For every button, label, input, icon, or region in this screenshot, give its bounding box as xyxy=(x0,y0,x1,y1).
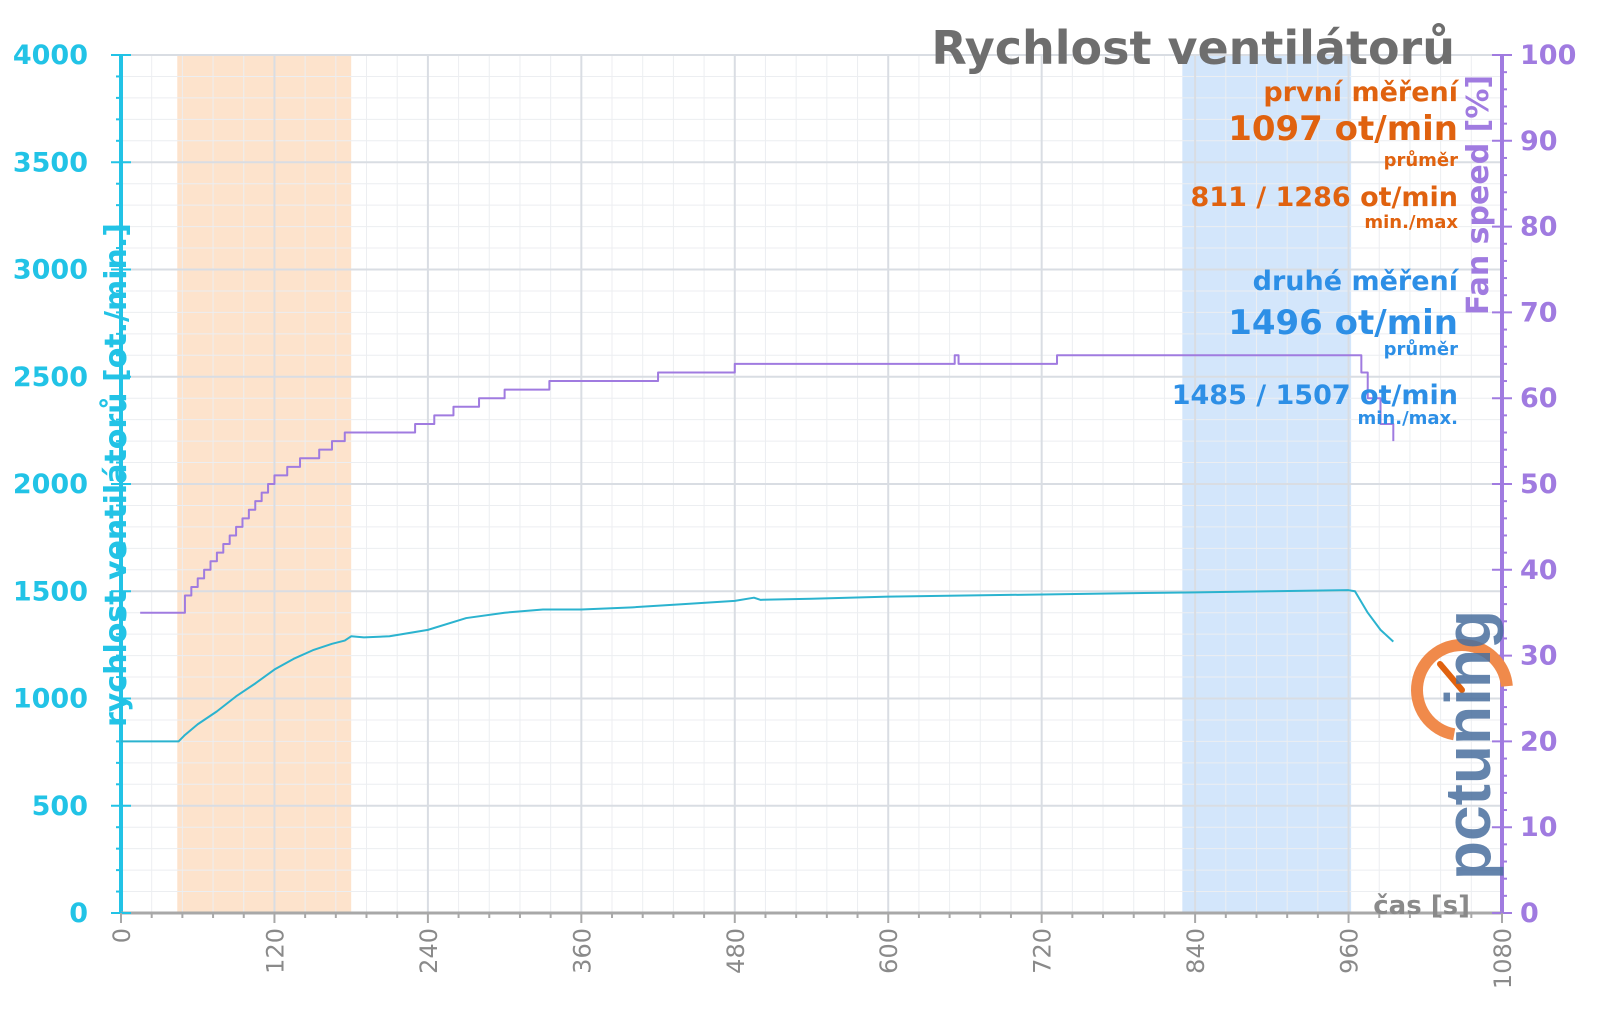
y2-tick-label: 80 xyxy=(1520,212,1558,243)
y2-tick-label: 60 xyxy=(1520,383,1558,414)
y2-tick-label: 40 xyxy=(1520,555,1558,586)
x-tick-label: 960 xyxy=(1336,928,1364,974)
y-tick-label: 3500 xyxy=(13,147,88,178)
x-tick-label: 120 xyxy=(261,928,289,974)
y2-tick-label: 0 xyxy=(1520,898,1539,929)
y-tick-label: 1500 xyxy=(13,576,88,607)
y-tick-label: 2500 xyxy=(13,362,88,393)
first-measure-minmax: 811 / 1286 ot/min xyxy=(1191,182,1459,213)
gauge-icon xyxy=(1410,639,1513,741)
y-tick-label: 2000 xyxy=(13,469,88,500)
y-tick-label: 0 xyxy=(69,898,88,929)
series-group xyxy=(121,354,1395,743)
y-tick-label: 1000 xyxy=(13,684,88,715)
y2-tick-label: 90 xyxy=(1520,126,1558,157)
y2-tick-label: 10 xyxy=(1520,812,1558,843)
y2-axis-title: Fan speed [%] xyxy=(1461,75,1496,315)
x-tick-label: 360 xyxy=(568,928,596,974)
first-measure-avg: 1097 ot/min xyxy=(1228,109,1458,149)
y2-tick-label: 50 xyxy=(1520,469,1558,500)
x-tick-label: 720 xyxy=(1029,928,1057,974)
second-measure-minmax: 1485 / 1507 ot/min xyxy=(1172,380,1458,411)
second-measure-label: druhé měření xyxy=(1253,266,1460,297)
chart-title: Rychlost ventilátorů xyxy=(931,21,1455,75)
y-axis-title: rychlost ventilátorů [ot./min.] xyxy=(98,223,134,727)
axes xyxy=(111,54,1512,923)
series-line-1 xyxy=(121,589,1394,743)
y2-tick-label: 70 xyxy=(1520,297,1558,328)
y-tick-label: 3000 xyxy=(13,255,88,286)
y-tick-label: 500 xyxy=(32,791,88,822)
x-tick-label: 240 xyxy=(415,928,443,974)
y2-tick-label: 100 xyxy=(1520,40,1576,71)
second-measure-minmax-caption: min./max. xyxy=(1357,408,1458,429)
gauge-needle-icon xyxy=(1437,661,1465,693)
second-measure-avg-caption: průměr xyxy=(1384,338,1459,360)
tick-labels: 0500100015002000250030003500400001020304… xyxy=(13,40,1577,989)
x-axis-title: čas [s] xyxy=(1373,891,1470,921)
y2-tick-label: 30 xyxy=(1520,641,1558,672)
x-tick-label: 0 xyxy=(108,928,136,943)
x-tick-label: 480 xyxy=(722,928,750,974)
second-measure-avg: 1496 ot/min xyxy=(1228,303,1458,343)
first-measure-label: první měření xyxy=(1263,77,1459,108)
x-tick-label: 600 xyxy=(875,928,903,974)
y-tick-label: 4000 xyxy=(13,40,88,71)
series-line-2 xyxy=(140,354,1395,614)
first-measure-avg-caption: průměr xyxy=(1384,149,1459,171)
pctuning-logo: pctuning xyxy=(1410,610,1513,880)
logo-text: pctuning xyxy=(1432,610,1504,880)
x-tick-label: 1080 xyxy=(1489,928,1517,989)
x-tick-label: 840 xyxy=(1182,928,1210,974)
first-measure-minmax-caption: min./max xyxy=(1364,212,1458,233)
y2-tick-label: 20 xyxy=(1520,726,1558,757)
